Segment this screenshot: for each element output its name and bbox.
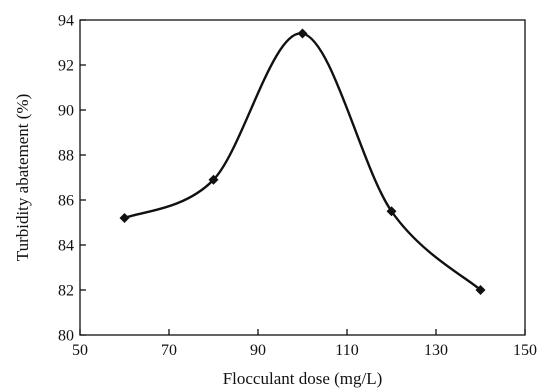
y-tick-label: 88 — [58, 148, 74, 165]
x-tick-label: 110 — [335, 342, 358, 359]
x-axis-ticks: 50 70 90 110 130 150 — [72, 329, 537, 359]
y-tick-label: 82 — [58, 283, 74, 300]
y-tick-label: 84 — [58, 238, 74, 255]
data-point — [386, 206, 397, 217]
data-point — [475, 285, 486, 295]
y-tick-label: 90 — [58, 103, 74, 120]
x-tick-label: 130 — [424, 342, 448, 359]
data-point — [208, 174, 219, 185]
y-tick-label: 80 — [58, 328, 74, 345]
y-tick-label: 92 — [58, 58, 74, 75]
y-tick-label: 94 — [58, 13, 74, 30]
y-tick-label: 86 — [58, 193, 74, 210]
y-axis-ticks: 80 82 84 86 88 90 92 94 — [58, 13, 86, 345]
x-tick-label: 70 — [161, 342, 177, 359]
x-tick-label: 90 — [250, 342, 266, 359]
series-line — [123, 32, 482, 292]
x-axis-title: Flocculant dose (mg/L) — [223, 369, 383, 388]
y-axis-title: Turbidity abatement (%) — [13, 94, 32, 261]
data-point — [119, 213, 130, 223]
data-point — [297, 28, 308, 39]
x-tick-label: 50 — [72, 342, 88, 359]
data-markers — [119, 28, 486, 295]
x-tick-label: 150 — [513, 342, 537, 359]
plot-frame — [79, 19, 526, 336]
